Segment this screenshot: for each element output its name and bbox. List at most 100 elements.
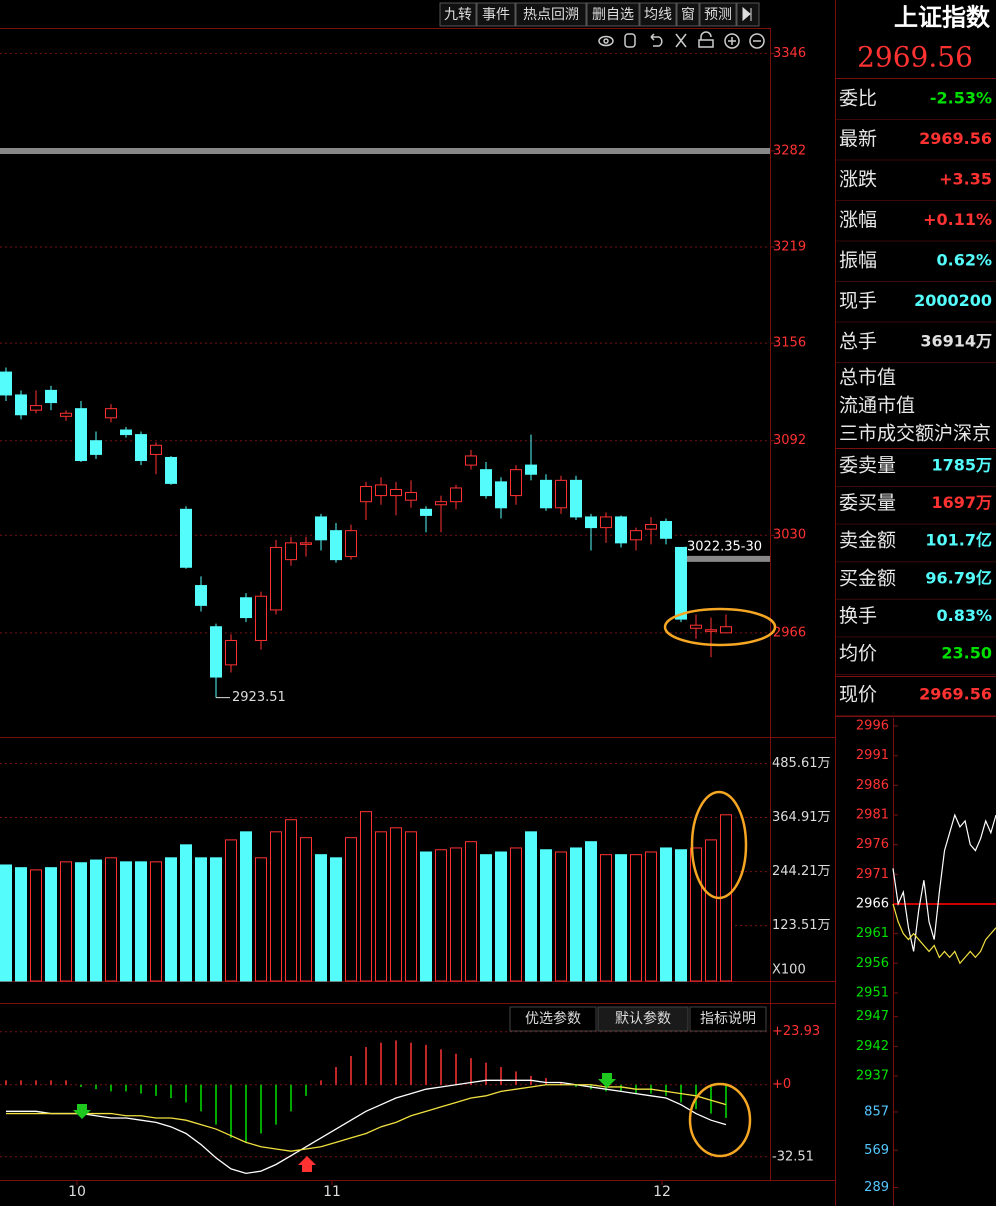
- quote-label: 最新: [839, 128, 877, 150]
- quote-value: -2.53%: [930, 89, 992, 108]
- candle-body: [465, 455, 477, 466]
- icon-zoom-out[interactable]: [749, 33, 765, 49]
- tool-icons: [598, 31, 765, 49]
- y-tick-label: 2956: [856, 956, 889, 971]
- candle-body: [360, 485, 372, 503]
- volume-bar: [225, 839, 237, 982]
- indicator-button-label[interactable]: 指标说明: [700, 1011, 756, 1027]
- y-tick-label: 569: [864, 1143, 889, 1158]
- toolbar-button-label[interactable]: 热点回溯: [523, 7, 579, 23]
- icon-lock[interactable]: [698, 31, 714, 48]
- icon-hand[interactable]: [624, 33, 636, 48]
- volume-bar: [540, 849, 552, 982]
- candle-body: [555, 479, 567, 509]
- y-tick-label: -32.51: [772, 1149, 814, 1164]
- highlight-ellipse: [690, 790, 748, 900]
- highlight-ellipse: [663, 607, 777, 647]
- quote-label: 委比: [839, 88, 877, 110]
- indicator-button-label[interactable]: 默认参数: [615, 1010, 671, 1027]
- volume-bar: [675, 849, 687, 982]
- icon-undo[interactable]: [650, 33, 663, 47]
- indicator-button-label[interactable]: 优选参数: [525, 1010, 581, 1027]
- toolbar-button[interactable]: [639, 2, 677, 27]
- volume-bar: [165, 857, 177, 982]
- quote-value: 1785万: [931, 456, 992, 475]
- candle-body: [450, 487, 462, 503]
- toolbar-button-label[interactable]: 均线: [644, 7, 672, 23]
- toolbar-expand-icon: [742, 6, 752, 22]
- candle-body: [300, 542, 312, 545]
- volume-bar: [150, 861, 162, 982]
- toolbar-button-label[interactable]: 删自选: [592, 7, 634, 23]
- toolbar-button-label[interactable]: 九转: [444, 7, 472, 23]
- icon-cut[interactable]: [675, 33, 687, 48]
- volume-bar: [330, 857, 342, 982]
- indicator-button[interactable]: [509, 1006, 597, 1032]
- indicator-button[interactable]: [597, 1006, 689, 1032]
- indicator-button[interactable]: [689, 1006, 767, 1032]
- volume-bar: [0, 864, 12, 982]
- quote-label: 总手: [839, 331, 877, 353]
- stock-name: 上证指数: [894, 3, 991, 32]
- y-tick-label: 2976: [856, 837, 889, 852]
- quote-label: 现价: [839, 684, 877, 706]
- toolbar-button[interactable]: [586, 2, 640, 27]
- toolbar-button-label[interactable]: 窗: [681, 6, 695, 23]
- volume-bar: [600, 854, 612, 982]
- toolbar-button[interactable]: [515, 2, 587, 27]
- highlight-ellipse: [688, 1082, 752, 1158]
- volume-chart: 123.51万 244.21万 364.91万 485.61万 X100: [0, 756, 831, 982]
- toolbar-button-label[interactable]: 事件: [482, 7, 510, 23]
- volume-bar: [480, 854, 492, 982]
- quote-label: 现手: [839, 290, 877, 312]
- price-line: [892, 903, 996, 965]
- candle-body: [405, 492, 417, 501]
- candle-body: [135, 434, 147, 462]
- volume-bar: [15, 867, 27, 982]
- candle-body: [615, 516, 627, 544]
- volume-bar: [75, 862, 87, 982]
- volume-bar: [405, 831, 417, 982]
- toolbar-button[interactable]: [699, 2, 737, 27]
- y-tick-label: 3346: [773, 46, 806, 61]
- volume-bar: [420, 851, 432, 982]
- candle-body: [150, 444, 162, 455]
- info-label: 流通市值: [839, 395, 915, 417]
- y-tick-label: 2951: [856, 985, 889, 1000]
- quote-label: 买金额: [839, 567, 896, 589]
- candle-body: [315, 516, 327, 541]
- sell-signal-arrow: [598, 1073, 616, 1088]
- toolbar-button-label[interactable]: 预测: [704, 7, 732, 23]
- intraday-chart: 2937 2942 2947 2951 2956 2961 2966 2971 2976 2981…: [856, 719, 996, 1195]
- volume-bar: [300, 837, 312, 982]
- y-tick-label: 123.51万: [772, 918, 831, 933]
- quote-label: 振幅: [839, 250, 877, 272]
- toolbar-button[interactable]: [476, 2, 516, 27]
- toolbar-button[interactable]: [439, 2, 477, 27]
- candle-body: [570, 479, 582, 518]
- candle-body: [645, 524, 657, 530]
- volume-bar: [645, 851, 657, 982]
- candle-body: [15, 394, 27, 416]
- volume-bar: [585, 841, 597, 982]
- quote-label: 涨幅: [839, 209, 877, 231]
- icon-zoom-in[interactable]: [724, 33, 740, 49]
- icon-eye-pupil: [603, 38, 609, 44]
- candle-body: [675, 546, 687, 620]
- toolbar-button[interactable]: [676, 2, 700, 27]
- candle-body: [585, 516, 597, 529]
- volume-bar: [495, 851, 507, 982]
- icon-eye[interactable]: [598, 35, 614, 47]
- candle-body: [420, 508, 432, 516]
- volume-bar: [285, 819, 297, 982]
- candle-body: [75, 408, 87, 462]
- x-tick-label: 12: [653, 1184, 671, 1200]
- x-tick-label: 10: [68, 1184, 86, 1200]
- candle-body: [345, 530, 357, 558]
- candle-body: [0, 371, 12, 396]
- candle-body: [180, 508, 192, 568]
- info-label: 三市成交额沪深京: [839, 423, 991, 445]
- quote-value: 96.79亿: [925, 568, 992, 587]
